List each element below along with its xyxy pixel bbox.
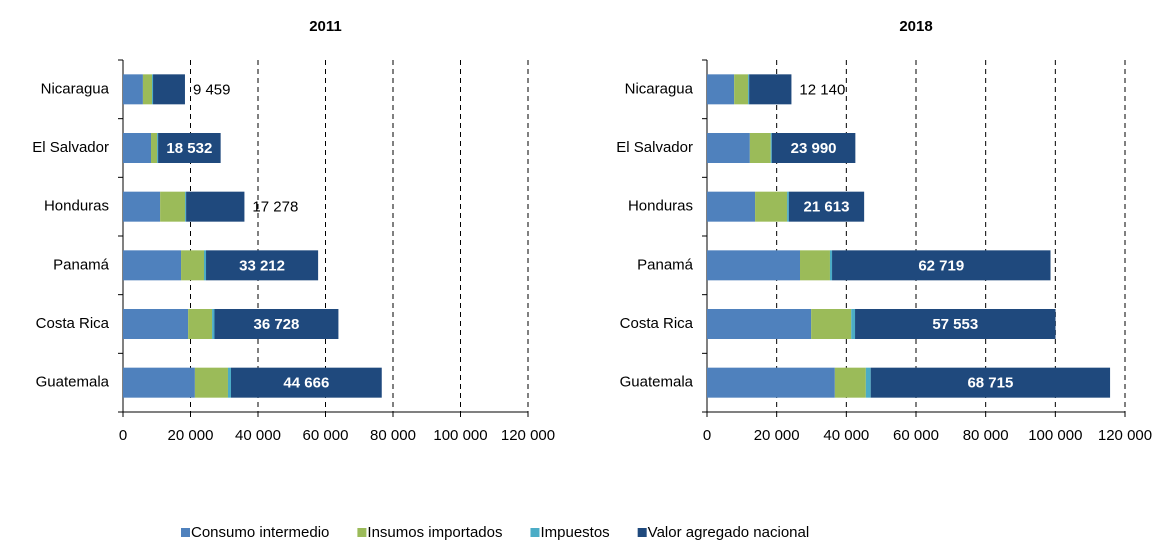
x-tick-label: 60 000	[893, 427, 939, 444]
data-label: 17 278	[252, 199, 298, 216]
bar-segment	[151, 133, 158, 163]
bar-segment	[194, 367, 228, 398]
y-tick-label: Panamá	[637, 256, 694, 273]
x-tick-label: 0	[703, 427, 711, 444]
bar-segment	[829, 250, 833, 281]
bar-segment	[800, 250, 830, 281]
data-label: 62 719	[918, 257, 964, 274]
bar-segment	[231, 367, 382, 398]
x-tick-label: 0	[119, 427, 127, 444]
bar-segment	[188, 309, 213, 339]
x-tick-label: 100 000	[1028, 427, 1082, 444]
bar-segment	[186, 191, 245, 222]
bar-segment	[770, 133, 772, 163]
x-tick-label: 60 000	[303, 427, 349, 444]
bar-segment	[214, 309, 339, 339]
bar-segment	[123, 191, 161, 222]
bar-segment	[206, 250, 319, 281]
bar-segment	[788, 191, 865, 222]
data-label: 9 459	[193, 81, 231, 98]
bar-segment	[185, 191, 187, 222]
bar-segment	[204, 250, 207, 281]
bar-segment	[749, 74, 792, 105]
bar-segment	[123, 250, 182, 281]
bar-segment	[787, 191, 789, 222]
chart-title: 2011	[309, 18, 342, 35]
bar-segment	[707, 367, 835, 398]
bar-segment	[707, 250, 801, 281]
bar-segment	[123, 74, 143, 105]
bar-segment	[870, 367, 1111, 398]
x-tick-label: 80 000	[963, 427, 1009, 444]
bar-segment	[707, 133, 750, 163]
bar-segment	[855, 309, 1056, 339]
legend-label: Insumos importados	[367, 524, 502, 541]
bar-segment	[123, 309, 189, 339]
bar-segment	[707, 191, 756, 222]
bar-segment	[734, 74, 749, 105]
x-tick-label: 80 000	[370, 427, 416, 444]
y-tick-label: El Salvador	[616, 139, 693, 156]
y-tick-label: Nicaragua	[41, 80, 110, 97]
bar-segment	[142, 74, 153, 105]
y-tick-label: Honduras	[628, 198, 693, 215]
x-tick-label: 120 000	[501, 427, 555, 444]
bar-segment	[153, 74, 185, 105]
data-label: 57 553	[932, 316, 978, 333]
bar-segment	[832, 250, 1051, 281]
bar-segment	[227, 367, 231, 398]
data-label: 12 140	[799, 81, 845, 98]
legend-swatch	[637, 528, 647, 537]
y-tick-label: Panamá	[53, 256, 110, 273]
legend-label: Consumo intermedio	[191, 524, 329, 541]
bar-segment	[152, 74, 154, 105]
legend-swatch	[181, 528, 190, 537]
y-tick-label: Costa Rica	[36, 315, 110, 332]
chart-title: 2018	[899, 18, 932, 35]
y-tick-label: Nicaragua	[625, 80, 694, 97]
x-tick-label: 20 000	[754, 427, 800, 444]
legend-swatch	[357, 528, 367, 537]
x-tick-label: 100 000	[433, 427, 487, 444]
bar-segment	[181, 250, 204, 281]
bar-segment	[157, 133, 159, 163]
bar-segment	[707, 74, 735, 105]
legend-swatch	[530, 528, 540, 537]
bar-segment	[707, 309, 812, 339]
bar-segment	[771, 133, 856, 163]
y-tick-label: Guatemala	[620, 374, 694, 391]
bar-segment	[811, 309, 852, 339]
data-label: 33 212	[239, 257, 285, 274]
y-tick-label: Honduras	[44, 198, 109, 215]
bar-segment	[123, 367, 195, 398]
bar-segment	[851, 309, 856, 339]
x-tick-label: 20 000	[168, 427, 214, 444]
bar-segment	[123, 133, 152, 163]
bar-segment	[158, 133, 221, 163]
data-label: 18 532	[166, 140, 212, 157]
data-label: 68 715	[967, 375, 1013, 392]
legend-label: Impuestos	[540, 524, 609, 541]
bar-segment	[755, 191, 788, 222]
bar-segment	[748, 74, 750, 105]
x-tick-label: 40 000	[823, 427, 869, 444]
y-tick-label: Costa Rica	[620, 315, 694, 332]
bar-segment	[865, 367, 871, 398]
bar-segment	[749, 133, 771, 163]
x-tick-label: 40 000	[235, 427, 281, 444]
data-label: 44 666	[283, 375, 329, 392]
data-label: 23 990	[791, 140, 837, 157]
x-tick-label: 120 000	[1098, 427, 1152, 444]
bar-segment	[212, 309, 215, 339]
y-tick-label: El Salvador	[32, 139, 109, 156]
data-label: 36 728	[253, 316, 299, 333]
bar-segment	[160, 191, 186, 222]
data-label: 21 613	[804, 199, 850, 216]
y-tick-label: Guatemala	[36, 374, 110, 391]
bar-segment	[834, 367, 866, 398]
legend-label: Valor agregado nacional	[648, 524, 810, 541]
